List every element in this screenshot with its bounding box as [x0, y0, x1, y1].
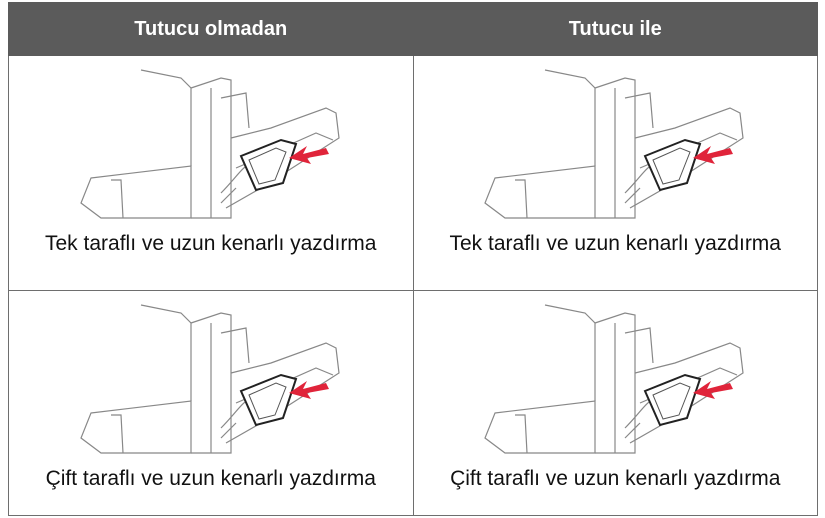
- row: Tek taraflı ve uzun kenarlı yazdırma Tek…: [8, 55, 818, 291]
- header-cell: Tutucu ile: [412, 2, 818, 56]
- caption: Çift taraflı ve uzun kenarlı yazdırma: [45, 467, 376, 490]
- row: Çift taraflı ve uzun kenarlı yazdırma Çi…: [8, 290, 818, 516]
- cell: Tek taraflı ve uzun kenarlı yazdırma: [412, 55, 818, 291]
- comparison-table: Tutucu olmadan Tutucu ile Tek taraflı ve…: [8, 2, 818, 516]
- printer-illustration: [475, 68, 755, 228]
- printer-illustration: [475, 303, 755, 463]
- cell: Çift taraflı ve uzun kenarlı yazdırma: [412, 290, 818, 516]
- header-row: Tutucu olmadan Tutucu ile: [8, 2, 818, 56]
- printer-illustration: [71, 68, 351, 228]
- header-cell: Tutucu olmadan: [8, 2, 414, 56]
- caption: Tek taraflı ve uzun kenarlı yazdırma: [449, 232, 781, 255]
- caption: Çift taraflı ve uzun kenarlı yazdırma: [450, 467, 781, 490]
- printer-illustration: [71, 303, 351, 463]
- caption: Tek taraflı ve uzun kenarlı yazdırma: [45, 232, 377, 255]
- cell: Çift taraflı ve uzun kenarlı yazdırma: [8, 290, 414, 516]
- cell: Tek taraflı ve uzun kenarlı yazdırma: [8, 55, 414, 291]
